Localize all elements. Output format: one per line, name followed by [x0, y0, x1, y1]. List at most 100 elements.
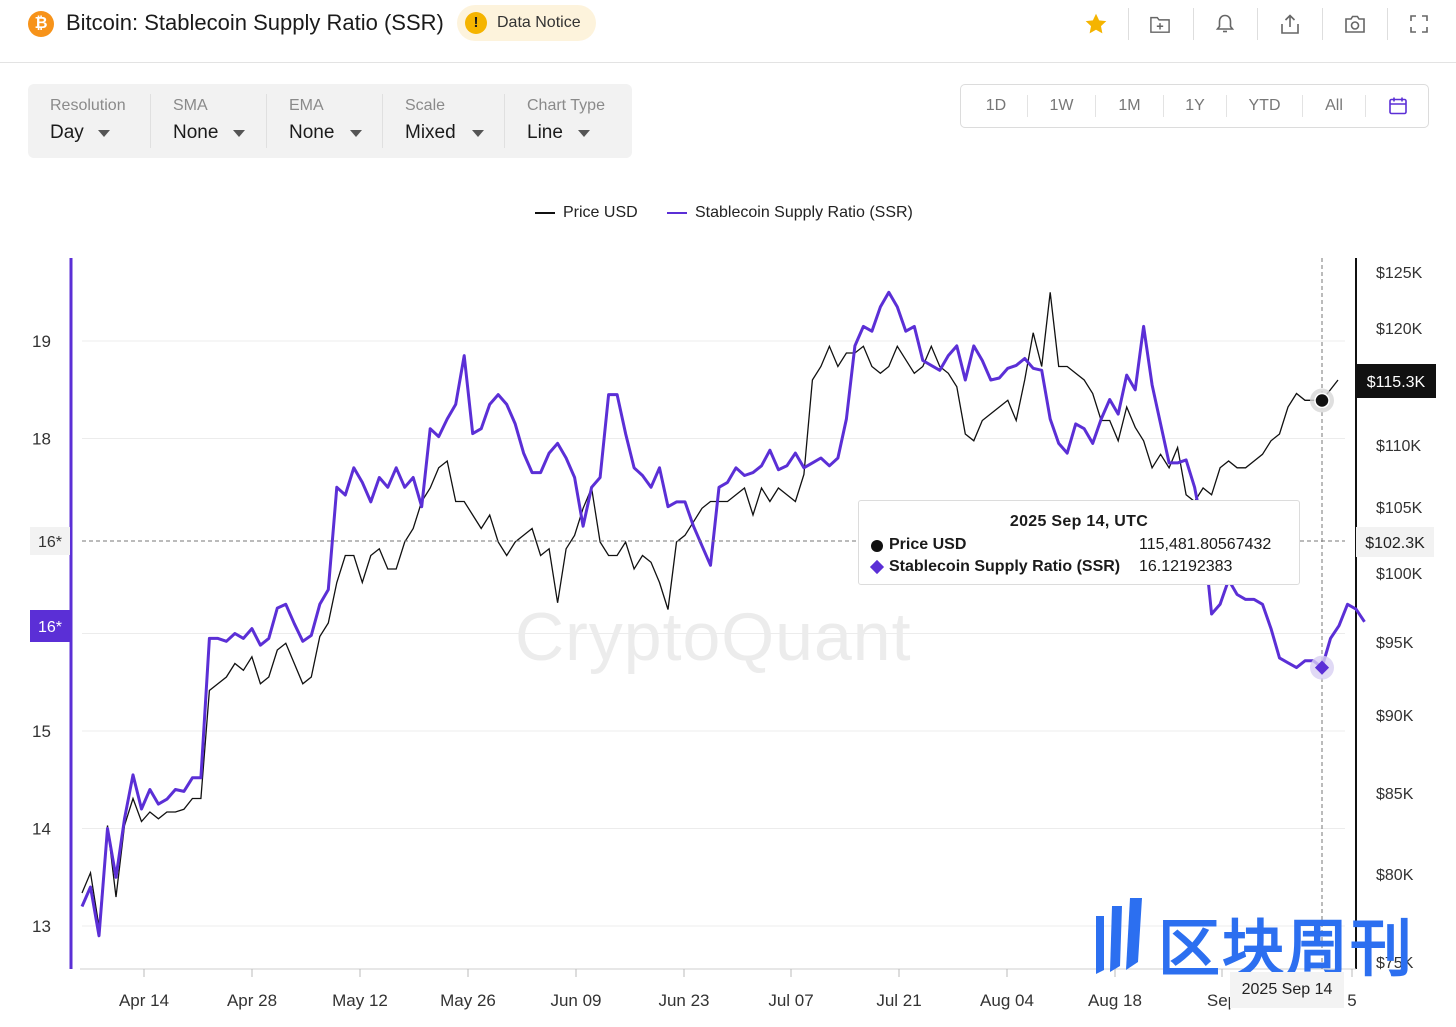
crosshair-left-label-bg — [30, 527, 70, 555]
price-usd-line — [81, 292, 1339, 927]
range-divider — [1163, 95, 1164, 117]
x-tick-label: Jul 21 — [876, 991, 921, 1010]
sma-select[interactable]: SMA None — [173, 84, 265, 158]
x-tick-label: Sep — [1207, 991, 1237, 1010]
y-right-tick-label: $125K — [1376, 265, 1423, 282]
y-right-tick-label: $95K — [1376, 635, 1414, 652]
x-tick-label: May 26 — [440, 991, 496, 1010]
range-divider — [1365, 95, 1366, 117]
range-1y-button[interactable]: 1Y — [1185, 97, 1205, 114]
legend-swatch — [667, 212, 687, 214]
range-divider — [1027, 95, 1028, 117]
brand-logo-icon — [1096, 898, 1142, 974]
header-divider — [1257, 8, 1258, 40]
crosshair-right-label: $102.3K — [1365, 535, 1425, 552]
bitcoin-icon: ₿ — [28, 11, 54, 37]
crosshair-right-label-bg — [1356, 527, 1434, 557]
price-badge-bg — [1356, 364, 1436, 398]
ssr-line — [80, 290, 1366, 938]
control-value: Day — [50, 122, 84, 143]
header-divider — [1128, 8, 1129, 40]
y-right-tick-label: $90K — [1376, 708, 1414, 725]
control-value: None — [173, 122, 219, 143]
fullscreen-icon[interactable] — [1399, 8, 1439, 40]
calendar-icon[interactable] — [1373, 85, 1423, 127]
cryptoquant-watermark: CryptoQuant — [515, 599, 912, 675]
y-right-tick-label: $105K — [1376, 500, 1423, 517]
tooltip-row-ssr: Stablecoin Supply Ratio (SSR) 16.1219238… — [869, 558, 1291, 578]
x-tick-label: Jun 09 — [550, 991, 601, 1010]
ema-select[interactable]: EMA None — [289, 84, 381, 158]
x-tick-label: Aug 04 — [980, 991, 1034, 1010]
chart-type-select[interactable]: Chart Type Line — [527, 84, 627, 158]
range-ytd-button[interactable]: YTD — [1248, 97, 1281, 114]
control-divider — [150, 94, 151, 148]
x-tick-label: Aug 18 — [1088, 991, 1142, 1010]
range-all-button[interactable]: All — [1325, 97, 1343, 114]
chevron-down-icon — [472, 130, 484, 137]
control-label: Scale — [405, 97, 446, 114]
y-left-tick-label: 14 — [32, 820, 51, 839]
x-tick-label: May 12 — [332, 991, 388, 1010]
y-right-tick-label: $100K — [1376, 566, 1423, 583]
chevron-down-icon — [578, 130, 590, 137]
header-divider — [1193, 8, 1194, 40]
y-right-tick-label: $75K — [1376, 955, 1414, 972]
chevron-down-icon — [350, 130, 362, 137]
control-label: Chart Type — [527, 97, 605, 114]
share-icon[interactable] — [1270, 8, 1310, 40]
bell-icon[interactable] — [1205, 8, 1245, 40]
range-divider — [1302, 95, 1303, 117]
price-marker-icon — [871, 540, 883, 552]
range-divider — [1226, 95, 1227, 117]
y-left-tick-label: 19 — [32, 332, 51, 351]
chart-tooltip: 2025 Sep 14, UTC Price USD 115,481.80567… — [858, 500, 1300, 585]
y-left-tick-label: 18 — [32, 430, 51, 449]
range-1m-button[interactable]: 1M — [1118, 97, 1141, 114]
legend-ssr[interactable]: Stablecoin Supply Ratio (SSR) — [667, 204, 913, 222]
scale-select[interactable]: Scale Mixed — [405, 84, 505, 158]
header-divider — [1387, 8, 1388, 40]
legend-price-usd[interactable]: Price USD — [535, 204, 638, 222]
x-tick-label: Apr 28 — [227, 991, 277, 1010]
control-divider — [382, 94, 383, 148]
y-right-tick-label: $110K — [1376, 438, 1421, 455]
data-notice-button[interactable]: ! Data Notice — [457, 5, 596, 41]
chevron-down-icon — [233, 130, 245, 137]
control-value: Line — [527, 122, 563, 143]
crosshair-date-label: 2025 Sep 14 — [1230, 972, 1344, 1008]
x-tick-label: 5 — [1347, 991, 1356, 1010]
control-label: Resolution — [50, 97, 126, 114]
range-1d-button[interactable]: 1D — [985, 97, 1007, 114]
page-title: Bitcoin: Stablecoin Supply Ratio (SSR) — [66, 10, 444, 35]
warning-icon: ! — [465, 12, 487, 34]
data-notice-label: Data Notice — [497, 14, 581, 31]
chart-settings-bar: Resolution Day SMA None EMA None Scale M… — [28, 84, 632, 158]
legend-label: Price USD — [563, 204, 638, 221]
resolution-select[interactable]: Resolution Day — [50, 84, 150, 158]
crosshair-left-active-bg — [30, 610, 70, 642]
tooltip-date: 2025 Sep 14, UTC — [1009, 513, 1149, 530]
top-bar: ₿ Bitcoin: Stablecoin Supply Ratio (SSR)… — [0, 0, 1456, 63]
legend-label: Stablecoin Supply Ratio (SSR) — [695, 204, 913, 221]
add-to-folder-icon[interactable] — [1140, 8, 1180, 40]
tooltip-series-value: 16.12192383 — [1139, 558, 1233, 575]
x-tick-label: Jul 07 — [768, 991, 813, 1010]
x-tick-label: Jun 23 — [658, 991, 709, 1010]
control-divider — [504, 94, 505, 148]
x-tick-label: Apr 14 — [119, 991, 169, 1010]
y-right-tick-label: $120K — [1376, 321, 1423, 338]
control-value: Mixed — [405, 122, 456, 143]
ssr-marker-icon — [869, 559, 885, 575]
camera-icon[interactable] — [1335, 8, 1375, 40]
crosshair-left-active-label: 16* — [38, 619, 62, 636]
ssr-marker — [1314, 660, 1330, 675]
star-icon[interactable] — [1076, 8, 1116, 40]
range-divider — [1095, 95, 1096, 117]
price-badge-label: $115.3K — [1367, 374, 1426, 391]
range-1w-button[interactable]: 1W — [1049, 97, 1074, 114]
time-range-selector: 1D 1W 1M 1Y YTD All — [960, 84, 1429, 128]
tooltip-row-price: Price USD 115,481.80567432 — [871, 536, 1291, 556]
y-right-tick-label: $85K — [1376, 786, 1414, 803]
